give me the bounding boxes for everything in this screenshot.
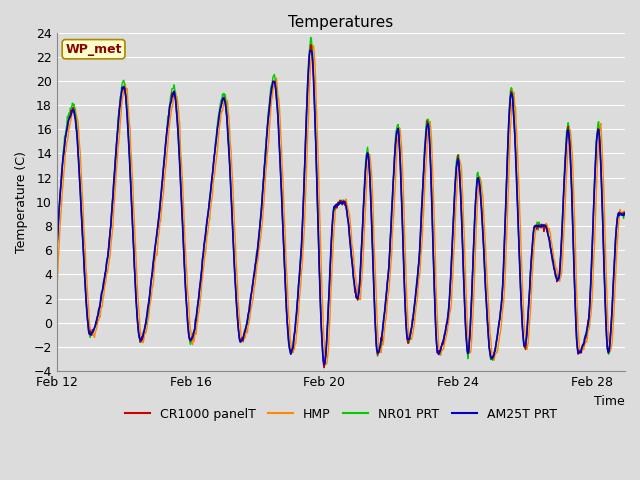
X-axis label: Time: Time [595,395,625,408]
CR1000 panelT [307,42,314,48]
Text: WP_met: WP_met [65,43,122,56]
CR1000 panelT [53,244,61,250]
CR1000 panelT [621,209,629,215]
HMP [543,223,551,229]
NR01 PRT [485,345,493,351]
HMP [399,180,407,185]
Line: AM25T PRT: AM25T PRT [57,51,625,365]
Line: HMP: HMP [57,46,625,365]
Y-axis label: Temperature (C): Temperature (C) [15,151,28,253]
CR1000 panelT [399,245,407,251]
NR01 PRT [321,360,328,366]
NR01 PRT [307,35,314,40]
AM25T PRT [306,48,314,54]
HMP [385,292,392,298]
CR1000 panelT [485,344,493,350]
HMP [485,313,493,319]
CR1000 panelT [417,240,424,246]
HMP [322,362,330,368]
AM25T PRT [485,344,493,350]
HMP [53,292,61,298]
NR01 PRT [543,228,551,233]
NR01 PRT [53,247,61,252]
CR1000 panelT [385,272,392,277]
Title: Temperatures: Temperatures [288,15,394,30]
AM25T PRT [88,330,95,336]
HMP [88,331,95,337]
NR01 PRT [417,237,424,242]
NR01 PRT [88,331,95,337]
NR01 PRT [385,272,392,277]
Line: NR01 PRT: NR01 PRT [57,37,625,363]
CR1000 panelT [321,365,328,371]
NR01 PRT [399,240,407,246]
Legend: CR1000 panelT, HMP, NR01 PRT, AM25T PRT: CR1000 panelT, HMP, NR01 PRT, AM25T PRT [120,403,562,426]
CR1000 panelT [543,230,551,236]
Line: CR1000 panelT: CR1000 panelT [57,45,625,368]
AM25T PRT [53,247,61,253]
HMP [417,268,424,274]
NR01 PRT [621,211,629,217]
AM25T PRT [399,245,407,251]
AM25T PRT [321,362,328,368]
CR1000 panelT [88,332,95,338]
HMP [310,43,317,48]
AM25T PRT [621,211,629,217]
AM25T PRT [417,237,424,242]
AM25T PRT [543,229,551,235]
HMP [621,208,629,214]
AM25T PRT [385,272,392,278]
